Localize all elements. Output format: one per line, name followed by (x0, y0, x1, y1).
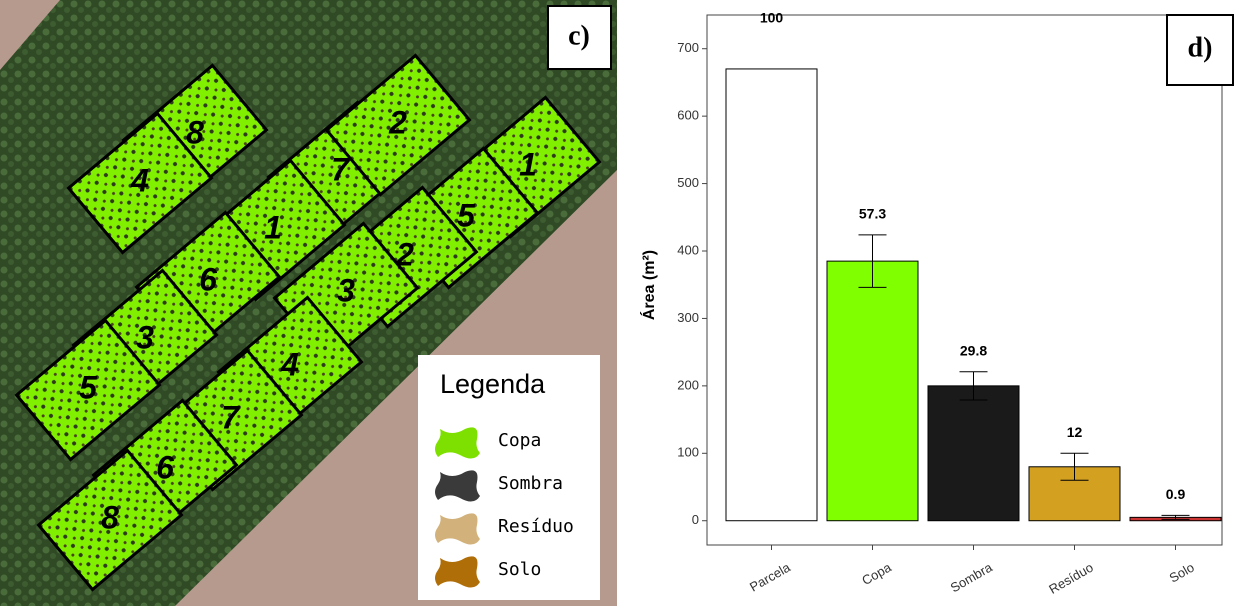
error-bar (959, 371, 988, 401)
plot (36, 448, 184, 592)
bar (725, 68, 818, 522)
plot-number: 7 (221, 399, 241, 435)
percentage-label: 100 (760, 10, 784, 26)
panel-label: c) (568, 20, 590, 51)
legend-icon (435, 556, 480, 588)
map-panel: 8 4 7 2 1 5 1 2 6 3 3 4 5 7 6 8 Legenda Copa Sombra Resíd… (0, 0, 617, 606)
plot-number: 3 (337, 272, 355, 308)
y-tick-label: 700 (677, 40, 699, 55)
plot-number: 1 (519, 146, 537, 182)
error-bar (858, 234, 887, 288)
plot (14, 318, 162, 462)
y-tick-label: 100 (677, 445, 699, 460)
plot-number: 1 (264, 209, 282, 245)
panel-label: d) (1188, 32, 1213, 63)
percentage-label: 29.8 (960, 342, 987, 358)
legend-label: Sombra (498, 473, 563, 494)
plot-area (14, 318, 162, 462)
error-bar (1161, 514, 1190, 520)
error-bar (1060, 452, 1089, 481)
bar (826, 260, 919, 522)
plot-area (66, 111, 214, 255)
percentage-label: 57.3 (859, 206, 886, 222)
plot-number: 5 (79, 369, 98, 405)
legend-label: Resíduo (498, 516, 574, 537)
x-tick-label: Resíduo (1046, 560, 1095, 597)
legend-label: Solo (498, 559, 541, 580)
plot-area (36, 448, 184, 592)
y-tick-label: 300 (677, 310, 699, 325)
x-tick-label: Copa (859, 559, 894, 588)
plot-number: 8 (101, 499, 119, 535)
plot-number: 2 (388, 104, 407, 140)
soil-strip (0, 0, 60, 70)
x-tick-label: Solo (1167, 560, 1197, 586)
panel-label-box (1166, 14, 1234, 86)
plot-number: 4 (280, 346, 299, 382)
y-tick-label: 500 (677, 175, 699, 190)
plot (324, 53, 472, 197)
percentage-label: 12 (1067, 424, 1083, 440)
plot-number: 6 (199, 261, 217, 297)
plot (66, 111, 214, 255)
plot-number: 7 (331, 151, 351, 187)
legend-icon (435, 470, 480, 502)
plot-area (324, 53, 472, 197)
plot-number: 5 (457, 197, 476, 233)
y-tick-label: 200 (677, 377, 699, 392)
plot-number: 4 (130, 162, 149, 198)
y-tick-label: 400 (677, 242, 699, 257)
legend-label: Copa (498, 430, 541, 451)
plot-number: 8 (186, 114, 204, 150)
plot-number: 6 (156, 449, 174, 485)
x-tick-label: Sombra (948, 559, 996, 595)
y-tick-label: 600 (677, 108, 699, 123)
y-axis-label: Área (m²) (639, 250, 658, 320)
plot-number: 2 (395, 236, 414, 272)
plot-number: 3 (136, 319, 154, 355)
y-tick-label: 0 (692, 512, 699, 527)
legend-icon (435, 427, 480, 459)
percentage-label: 0.9 (1166, 486, 1186, 502)
legend-title: Legenda (440, 369, 546, 399)
chart: Área (m²) d) 0 100 200 300 400 500 600 700 100 Pa… (639, 10, 1234, 597)
panel-label-box (547, 5, 612, 70)
x-tick-label: Parcela (747, 559, 793, 594)
legend-icon (435, 513, 480, 545)
bar (927, 385, 1020, 522)
